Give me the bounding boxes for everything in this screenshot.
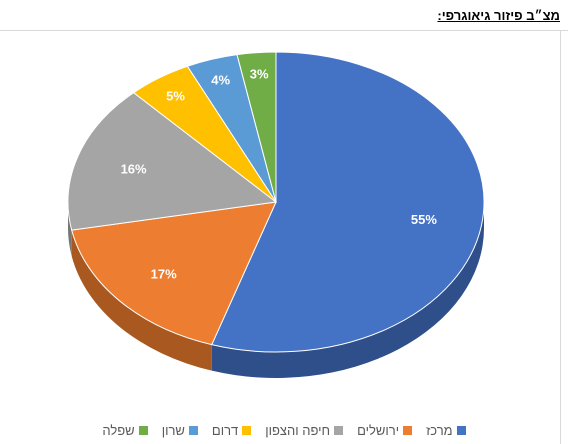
slice-jerusalem-side	[71, 230, 212, 371]
legend-item: חיפה והצפון	[265, 423, 344, 438]
data-label: 17%	[151, 266, 177, 281]
legend-label: ירושלים	[357, 423, 400, 438]
slice-center	[211, 51, 485, 353]
legend-label: מרכז	[426, 423, 453, 438]
legend-swatch	[403, 426, 413, 435]
page-title: מצ״ב פיזור גיאוגרפי:	[437, 8, 560, 23]
divider	[0, 30, 568, 31]
chart-frame	[0, 31, 561, 444]
legend-swatch	[242, 426, 252, 435]
legend-swatch	[456, 426, 466, 435]
legend-item: שפלה	[102, 423, 148, 438]
slice-haifa-north-side	[68, 202, 72, 257]
slice-jerusalem	[71, 201, 277, 346]
legend-swatch	[334, 426, 344, 435]
data-label: 3%	[250, 67, 269, 82]
data-label: 5%	[166, 88, 185, 103]
data-label: 4%	[211, 72, 230, 87]
legend-label: שרון	[161, 423, 185, 438]
legend-swatch	[138, 426, 148, 435]
data-label: 16%	[121, 162, 147, 177]
data-label: 55%	[411, 212, 437, 227]
legend-label: דרום	[211, 423, 239, 438]
legend-item: שרון	[162, 423, 198, 438]
legend-label: שפלה	[102, 423, 135, 438]
legend-item: דרום	[211, 423, 252, 438]
legend-swatch	[188, 426, 198, 435]
legend-label: חיפה והצפון	[265, 423, 331, 438]
chart-legend: מרכז ירושלים חיפה והצפון דרום שרון שפלה	[0, 423, 568, 438]
slice-haifa-north	[67, 92, 278, 231]
legend-item: מרכז	[426, 423, 466, 438]
slice-shfela	[236, 51, 277, 203]
slice-center-side	[211, 202, 484, 378]
legend-item: ירושלים	[357, 423, 413, 438]
